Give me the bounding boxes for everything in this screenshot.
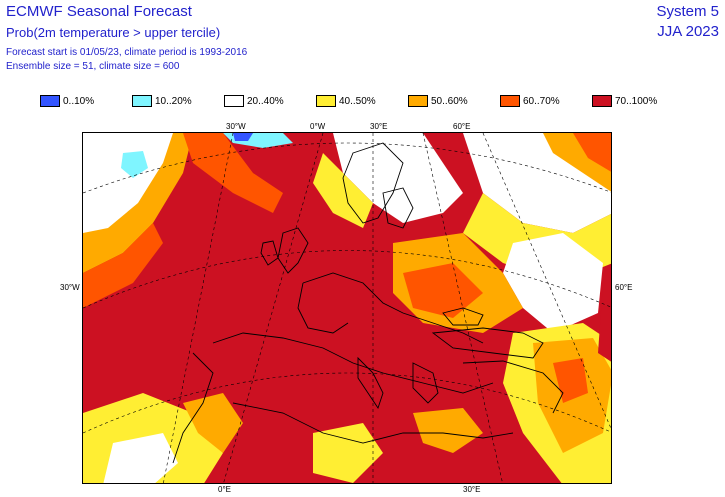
coastline xyxy=(302,272,484,344)
graticule xyxy=(83,133,611,483)
coastline xyxy=(232,402,514,444)
lat-tick-right: 60°E xyxy=(615,283,633,292)
legend-item: 0..10% xyxy=(40,94,94,108)
lon-tick-top: 30°W xyxy=(226,122,246,131)
season-label: JJA 2023 xyxy=(657,23,719,40)
coastline xyxy=(297,282,349,334)
coastlines xyxy=(172,142,564,464)
system-label: System 5 xyxy=(656,3,719,20)
lon-tick-top: 30°E xyxy=(370,122,388,131)
legend-label: 10..20% xyxy=(155,95,192,107)
coastline xyxy=(172,352,214,464)
legend-item: 40..50% xyxy=(316,94,376,108)
legend-item: 10..20% xyxy=(132,94,192,108)
coastline xyxy=(357,356,384,410)
lat-tick-left: 30°W xyxy=(60,283,80,292)
legend-item: 60..70% xyxy=(500,94,560,108)
lon-tick-bottom: 0°E xyxy=(218,485,231,494)
latitude-line xyxy=(83,372,611,434)
map-canvas xyxy=(83,133,611,483)
legend-swatch xyxy=(316,95,336,107)
lon-tick-top: 0°W xyxy=(310,122,326,131)
legend-swatch xyxy=(224,95,244,107)
legend-label: 50..60% xyxy=(431,95,468,107)
coastline xyxy=(431,327,544,359)
latitude-line xyxy=(83,142,611,194)
prob-region-60-70 xyxy=(83,223,163,308)
prob-region-0-10 xyxy=(233,133,253,141)
prob-region-60-70 xyxy=(403,263,483,318)
legend-label: 70..100% xyxy=(615,95,658,107)
longitude-line xyxy=(422,133,503,483)
coastline xyxy=(442,307,484,326)
legend-label: 40..50% xyxy=(339,95,376,107)
prob-region-20-40 xyxy=(83,133,173,233)
prob-region-60-70 xyxy=(573,133,611,172)
coastline xyxy=(382,187,414,229)
legend-item: 20..40% xyxy=(224,94,284,108)
chart-title: ECMWF Seasonal Forecast xyxy=(6,3,192,20)
legend-swatch xyxy=(592,95,612,107)
prob-region-70-100 xyxy=(598,283,611,362)
chart-subtitle: Prob(2m temperature > upper tercile) xyxy=(6,25,221,40)
lon-tick-bottom: 30°E xyxy=(463,485,481,494)
probability-map xyxy=(82,132,612,484)
coastline xyxy=(412,362,439,404)
latitude-line xyxy=(83,250,611,309)
prob-region-50-60 xyxy=(413,408,483,453)
legend-swatch xyxy=(132,95,152,107)
ensemble-info: Ensemble size = 51, climate size = 600 xyxy=(6,61,180,72)
coastline xyxy=(260,240,279,266)
forecast-info: Forecast start is 01/05/23, climate peri… xyxy=(6,47,248,58)
legend-swatch xyxy=(40,95,60,107)
legend-label: 20..40% xyxy=(247,95,284,107)
legend: 0..10% 10..20% 20..40% 40..50% 50..60% 6… xyxy=(40,94,720,112)
legend-item: 70..100% xyxy=(592,94,657,108)
prob-region-10-20 xyxy=(121,151,148,178)
prob-region-40-50 xyxy=(313,423,383,483)
prob-region-60-70 xyxy=(183,133,283,213)
coastline xyxy=(342,142,404,224)
prob-region-20-40 xyxy=(503,233,603,333)
legend-item: 50..60% xyxy=(408,94,468,108)
longitude-line xyxy=(223,133,324,483)
prob-region-20-40 xyxy=(103,433,178,483)
coastline xyxy=(212,332,494,394)
prob-region-50-60 xyxy=(183,393,243,453)
prob-region-40-50 xyxy=(313,153,373,228)
legend-label: 0..10% xyxy=(63,95,95,107)
coastline xyxy=(462,360,564,414)
legend-label: 60..70% xyxy=(523,95,560,107)
longitude-line xyxy=(482,133,611,430)
legend-swatch xyxy=(500,95,520,107)
lon-tick-top: 60°E xyxy=(453,122,471,131)
legend-swatch xyxy=(408,95,428,107)
